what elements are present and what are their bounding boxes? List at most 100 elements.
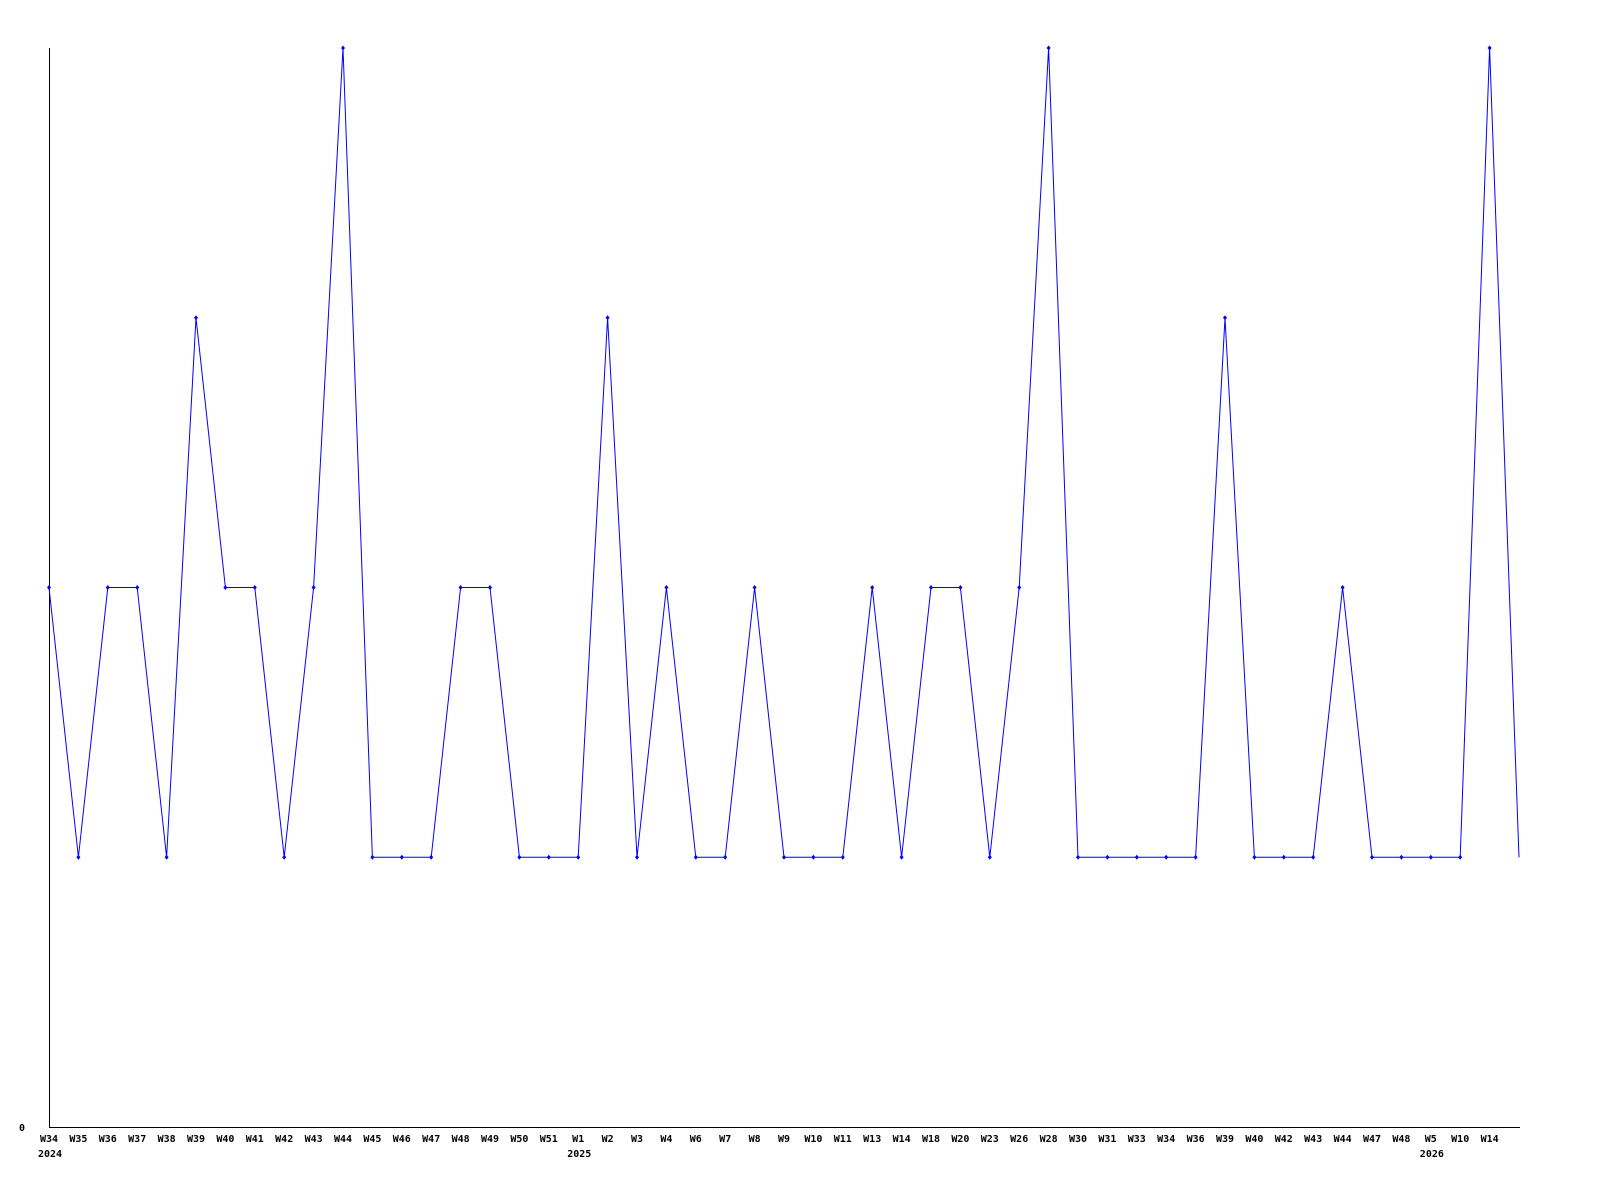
data-point	[1164, 854, 1169, 860]
year-label: 2024	[38, 1149, 62, 1160]
data-point	[1193, 854, 1198, 860]
data-point	[987, 854, 992, 860]
x-tick-label: W5	[1425, 1134, 1437, 1145]
year-label: 2026	[1420, 1149, 1444, 1160]
data-point	[1281, 854, 1286, 860]
x-tick-label: W48	[1392, 1134, 1410, 1145]
data-point	[223, 585, 228, 590]
x-tick-label: W51	[540, 1134, 558, 1145]
data-point	[1017, 585, 1022, 590]
data-point	[1399, 854, 1404, 860]
x-tick-label: W18	[922, 1134, 940, 1145]
data-point	[1105, 854, 1110, 860]
data-point	[105, 585, 110, 590]
x-tick-label: W31	[1098, 1134, 1116, 1145]
data-point	[1076, 854, 1080, 860]
x-tick-label: W49	[481, 1134, 499, 1145]
data-point	[399, 854, 404, 860]
data-point	[752, 585, 757, 590]
data-point	[1458, 854, 1463, 860]
year-label: 2025	[567, 1149, 591, 1160]
x-tick-label: W1	[572, 1134, 584, 1145]
x-tick-label: W2	[602, 1134, 614, 1145]
x-tick-label: W14	[893, 1134, 911, 1145]
data-point	[1134, 854, 1139, 860]
x-tick-label: W3	[631, 1134, 643, 1145]
x-tick-label: W41	[246, 1134, 264, 1145]
x-tick-label: W11	[834, 1134, 852, 1145]
data-point	[252, 585, 257, 590]
x-tick-label: W48	[452, 1134, 470, 1145]
data-point	[693, 854, 698, 860]
x-tick-label: W6	[690, 1134, 702, 1145]
x-tick-label: W10	[1451, 1134, 1469, 1145]
x-tick-label: W39	[1216, 1134, 1234, 1145]
data-point	[429, 854, 434, 860]
data-point	[517, 854, 522, 860]
data-point	[929, 585, 933, 590]
data-point	[1428, 854, 1433, 860]
x-tick-label: W36	[99, 1134, 117, 1145]
data-point	[605, 315, 610, 321]
data-point	[135, 585, 140, 590]
x-tick-label: W38	[158, 1134, 176, 1145]
data-point	[723, 854, 728, 860]
data-point	[840, 854, 845, 860]
x-tick-label: W50	[510, 1134, 528, 1145]
x-tick-label: W13	[863, 1134, 881, 1145]
data-point	[899, 854, 904, 860]
data-point	[1311, 854, 1316, 860]
data-point	[958, 585, 963, 590]
x-tick-label: W26	[1010, 1134, 1028, 1145]
x-tick-label: W23	[981, 1134, 999, 1145]
data-point	[164, 854, 169, 860]
data-point	[782, 854, 786, 860]
x-tick-label: W30	[1069, 1134, 1087, 1145]
x-tick-label: W34	[1157, 1134, 1175, 1145]
x-tick-label: W44	[334, 1134, 352, 1145]
data-point	[1252, 854, 1257, 860]
data-point	[1370, 854, 1374, 860]
data-point	[194, 315, 198, 321]
x-tick-label: W34	[40, 1134, 58, 1145]
x-tick-label: W14	[1481, 1134, 1499, 1145]
data-point	[370, 854, 375, 860]
series-line	[48, 47, 1520, 858]
x-tick-label: W4	[660, 1134, 672, 1145]
x-tick-label: W42	[275, 1134, 293, 1145]
data-point	[1223, 315, 1227, 321]
data-point	[870, 585, 875, 590]
data-point	[311, 585, 316, 590]
x-tick-label: W43	[1304, 1134, 1322, 1145]
data-point	[664, 585, 669, 590]
data-point	[635, 854, 639, 860]
data-point	[282, 854, 287, 860]
x-tick-label: W40	[1245, 1134, 1263, 1145]
data-point	[576, 854, 581, 860]
data-point	[811, 854, 816, 860]
x-tick-label: W43	[305, 1134, 323, 1145]
data-point	[488, 585, 492, 590]
x-tick-label: W46	[393, 1134, 411, 1145]
x-tick-label: W45	[363, 1134, 381, 1145]
x-tick-label: W8	[749, 1134, 761, 1145]
x-tick-label: W37	[128, 1134, 146, 1145]
data-point	[1487, 45, 1492, 51]
x-tick-label: W44	[1334, 1134, 1352, 1145]
x-tick-label: W33	[1128, 1134, 1146, 1145]
x-tick-label: W7	[719, 1134, 731, 1145]
x-tick-label: W42	[1275, 1134, 1293, 1145]
x-tick-label: W39	[187, 1134, 205, 1145]
x-tick-label: W10	[804, 1134, 822, 1145]
x-tick-label: W35	[69, 1134, 87, 1145]
data-point	[47, 585, 51, 590]
data-point	[76, 854, 81, 860]
x-tick-label: W20	[951, 1134, 969, 1145]
x-tick-label: W40	[216, 1134, 234, 1145]
data-point	[546, 854, 551, 860]
data-point	[1046, 45, 1051, 51]
x-tick-label: W36	[1187, 1134, 1205, 1145]
data-point	[341, 45, 345, 51]
data-point	[458, 585, 463, 590]
